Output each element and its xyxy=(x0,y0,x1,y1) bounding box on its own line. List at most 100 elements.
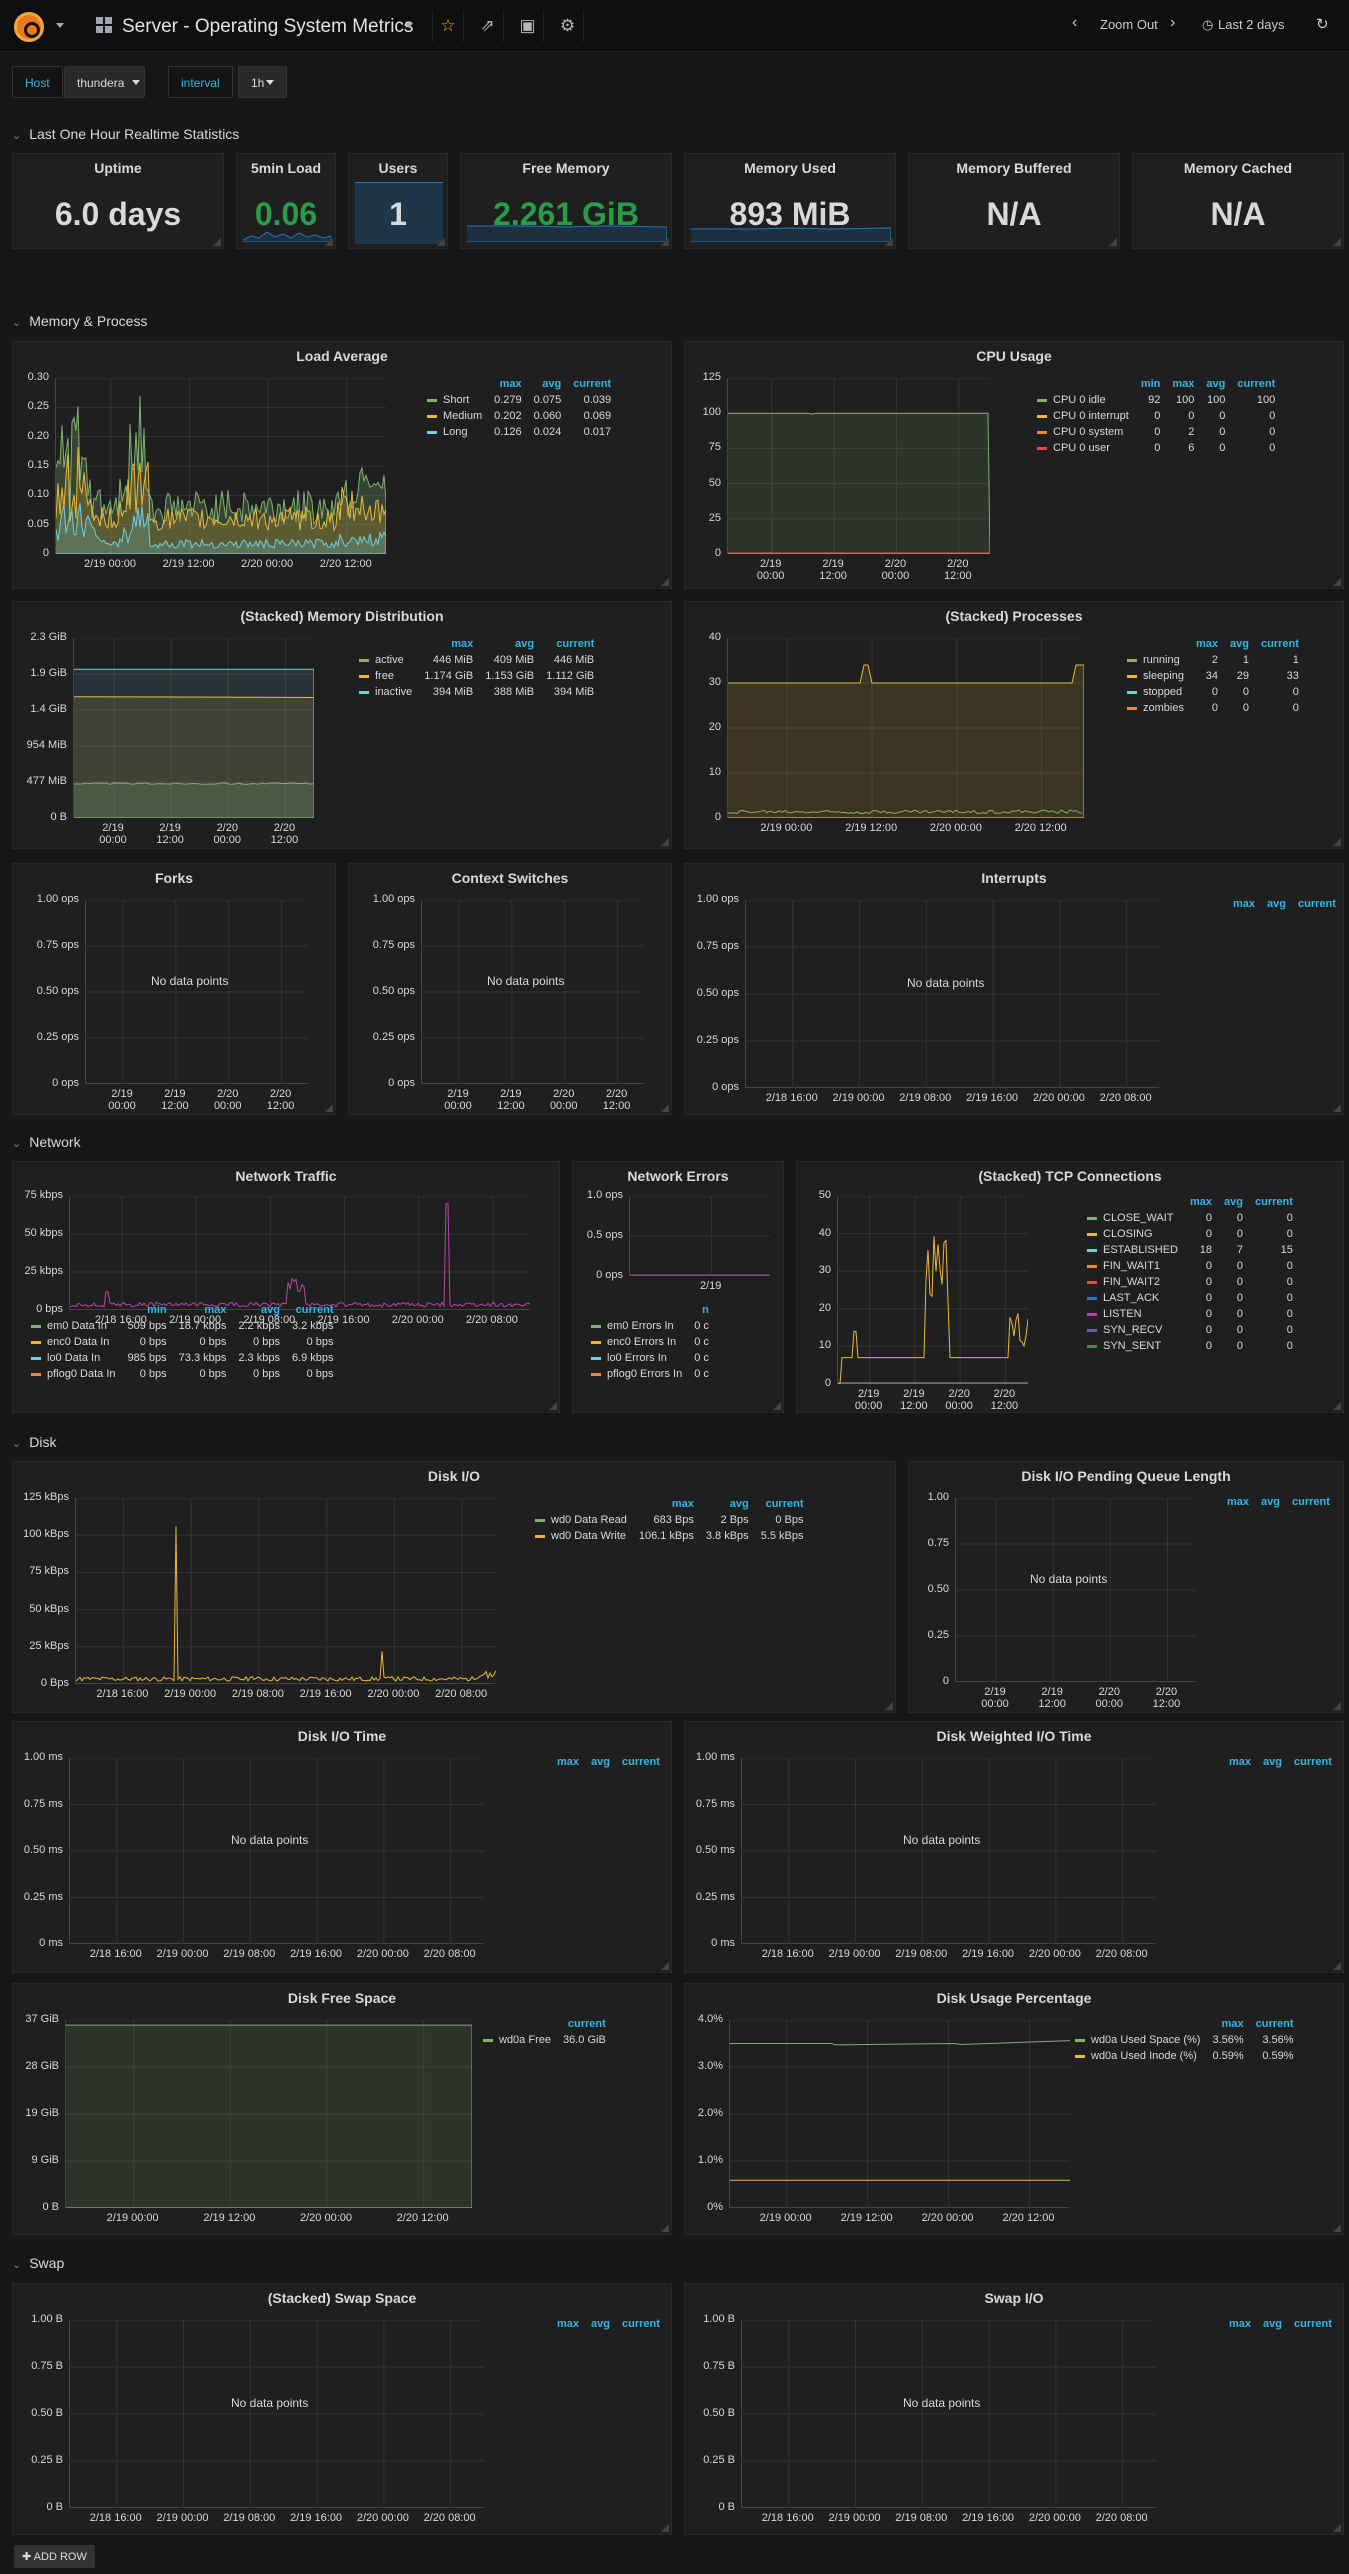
legend-series-name[interactable]: FIN_WAIT2 xyxy=(1081,1274,1184,1290)
legend-row[interactable]: zombies 0 0 0 xyxy=(1121,700,1305,716)
chevron-down-icon[interactable] xyxy=(132,80,140,85)
legend-header-n[interactable]: n xyxy=(702,1304,709,1316)
graph-panel-disk-free[interactable]: Disk Free Space 37 GiB 28 GiB 19 GiB 9 GiB 0 … xyxy=(12,1983,672,2235)
legend-series-name[interactable]: inactive xyxy=(353,684,418,700)
graph-panel-swap-space[interactable]: (Stacked) Swap Space 1.00 B 0.75 B 0.50 B 0.… xyxy=(12,2283,672,2535)
legend-row[interactable]: CLOSE_WAIT 0 0 0 xyxy=(1081,1210,1299,1226)
legend-header-max[interactable]: max xyxy=(1221,2018,1244,2030)
legend-row[interactable]: wd0 Data Write 106.1 kBps 3.8 kBps 5.5 kBps xyxy=(529,1528,810,1544)
legend-row[interactable]: Long 0.126 0.024 0.017 xyxy=(421,424,617,440)
graph-panel-disk-pct[interactable]: Disk Usage Percentage 4.0% 3.0% 2.0% 1.0% 0% 2… xyxy=(684,1983,1344,2235)
legend-series-name[interactable]: sleeping xyxy=(1121,668,1190,684)
star-icon[interactable]: ☆ xyxy=(432,10,464,42)
legend-series-name[interactable]: enc0 Data In xyxy=(25,1334,122,1350)
resize-handle-icon[interactable] xyxy=(1109,238,1117,246)
resize-handle-icon[interactable] xyxy=(773,1402,781,1410)
legend-header-max[interactable]: max xyxy=(1227,1496,1250,1508)
legend-series-name[interactable]: zombies xyxy=(1121,700,1190,716)
time-range-picker[interactable]: Last 2 days xyxy=(1218,17,1285,32)
legend-row[interactable]: LAST_ACK 0 0 0 xyxy=(1081,1290,1299,1306)
resize-handle-icon[interactable] xyxy=(213,238,221,246)
legend-series-name[interactable]: lo0 Data In xyxy=(25,1350,122,1366)
graph-panel-context[interactable]: Context Switches 1.00 ops 0.75 ops 0.50 ops… xyxy=(348,863,672,1115)
resize-handle-icon[interactable] xyxy=(1333,1104,1341,1112)
stat-panel-5min-load[interactable]: 5min Load 0.06 xyxy=(236,153,336,249)
legend-series-name[interactable]: CPU 0 user xyxy=(1031,440,1135,456)
legend-header-max[interactable]: max xyxy=(557,1756,580,1768)
resize-handle-icon[interactable] xyxy=(1333,238,1341,246)
resize-handle-icon[interactable] xyxy=(1333,2224,1341,2232)
legend-header-avg[interactable]: avg xyxy=(1267,898,1286,910)
legend-series-name[interactable]: active xyxy=(353,652,418,668)
resize-handle-icon[interactable] xyxy=(661,238,669,246)
resize-handle-icon[interactable] xyxy=(1333,838,1341,846)
resize-handle-icon[interactable] xyxy=(1333,2524,1341,2532)
legend-row[interactable]: sleeping 34 29 33 xyxy=(1121,668,1305,684)
legend-series-name[interactable]: pflog0 Data In xyxy=(25,1366,122,1382)
legend-row[interactable]: SYN_RECV 0 0 0 xyxy=(1081,1322,1299,1338)
resize-handle-icon[interactable] xyxy=(1333,578,1341,586)
legend-header-min[interactable]: min xyxy=(147,1304,167,1316)
chevron-down-icon[interactable]: ⌄ xyxy=(12,1138,22,1150)
legend-series-name[interactable]: stopped xyxy=(1121,684,1190,700)
chevron-down-icon[interactable]: ⌄ xyxy=(12,317,22,329)
chevron-down-icon[interactable] xyxy=(56,23,64,28)
gear-icon[interactable]: ⚙ xyxy=(552,10,584,42)
legend-series-name[interactable]: LAST_ACK xyxy=(1081,1290,1184,1306)
legend-header-current[interactable]: current xyxy=(1260,638,1299,650)
legend-header-avg[interactable]: avg xyxy=(1206,378,1226,390)
legend-header-current[interactable]: current xyxy=(1294,2318,1332,2330)
legend-series-name[interactable]: pflog0 Errors In xyxy=(585,1366,688,1382)
legend-series-name[interactable]: wd0 Data Read xyxy=(529,1512,633,1528)
legend-header-max[interactable]: max xyxy=(1195,638,1219,650)
legend-row[interactable]: wd0a Free 36.0 GiB xyxy=(477,2032,612,2048)
legend-series-name[interactable]: SYN_SENT xyxy=(1081,1338,1184,1354)
legend-series-name[interactable]: wd0a Free xyxy=(477,2032,557,2048)
chevron-down-icon[interactable]: ⌄ xyxy=(12,2259,22,2271)
interval-variable-select[interactable]: 1h xyxy=(238,66,288,98)
graph-panel-memory-dist[interactable]: (Stacked) Memory Distribution 2.3 GiB 1.9 … xyxy=(12,601,672,849)
legend-series-name[interactable]: FIN_WAIT1 xyxy=(1081,1258,1184,1274)
resize-handle-icon[interactable] xyxy=(437,238,445,246)
resize-handle-icon[interactable] xyxy=(661,578,669,586)
legend-row[interactable]: FIN_WAIT1 0 0 0 xyxy=(1081,1258,1299,1274)
legend-row[interactable]: SYN_SENT 0 0 0 xyxy=(1081,1338,1299,1354)
legend-series-name[interactable]: running xyxy=(1121,652,1190,668)
resize-handle-icon[interactable] xyxy=(1333,1962,1341,1970)
resize-handle-icon[interactable] xyxy=(661,838,669,846)
row-network[interactable]: ⌄ Network xyxy=(12,1134,81,1150)
legend-series-name[interactable]: CPU 0 system xyxy=(1031,424,1135,440)
legend-row[interactable]: stopped 0 0 0 xyxy=(1121,684,1305,700)
resize-handle-icon[interactable] xyxy=(661,2524,669,2532)
legend-series-name[interactable]: LISTEN xyxy=(1081,1306,1184,1322)
legend-header-current[interactable]: current xyxy=(622,2318,660,2330)
stat-panel-users[interactable]: Users 1 xyxy=(348,153,448,249)
legend-header-current[interactable]: current xyxy=(1294,1756,1332,1768)
legend-row[interactable]: CLOSING 0 0 0 xyxy=(1081,1226,1299,1242)
row-disk[interactable]: ⌄ Disk xyxy=(12,1434,57,1450)
legend-row[interactable]: pflog0 Errors In 0 c xyxy=(585,1366,715,1382)
legend-series-name[interactable]: SYN_RECV xyxy=(1081,1322,1184,1338)
graph-panel-disk-wtime[interactable]: Disk Weighted I/O Time 1.00 ms 0.75 ms 0.50… xyxy=(684,1721,1344,1973)
legend-header-avg[interactable]: avg xyxy=(729,1498,749,1510)
legend-row[interactable]: LISTEN 0 0 0 xyxy=(1081,1306,1299,1322)
legend-header-current[interactable]: current xyxy=(765,1498,804,1510)
legend-header-current[interactable]: current xyxy=(1255,2018,1294,2030)
graph-panel-swap-io[interactable]: Swap I/O 1.00 B 0.75 B 0.50 B 0.25 B 0 B 2/18 … xyxy=(684,2283,1344,2535)
legend-header-current[interactable]: current xyxy=(573,378,612,390)
legend-header-avg[interactable]: avg xyxy=(1263,2318,1282,2330)
legend-row[interactable]: em0 Errors In 0 c xyxy=(585,1318,715,1334)
legend-row[interactable]: free 1.174 GiB 1.153 GiB 1.112 GiB xyxy=(353,668,600,684)
row-memory-process[interactable]: ⌄ Memory & Process xyxy=(12,313,148,329)
stat-panel-uptime[interactable]: Uptime 6.0 days xyxy=(12,153,224,249)
resize-handle-icon[interactable] xyxy=(325,1104,333,1112)
chevron-down-icon[interactable] xyxy=(405,23,413,28)
legend-row[interactable]: running 2 1 1 xyxy=(1121,652,1305,668)
legend-row[interactable]: inactive 394 MiB 388 MiB 394 MiB xyxy=(353,684,600,700)
graph-panel-tcp[interactable]: (Stacked) TCP Connections 50 40 30 20 10 0 2/19… xyxy=(796,1161,1344,1413)
legend-header-avg[interactable]: avg xyxy=(591,2318,610,2330)
stat-panel-memory-cached[interactable]: Memory Cached N/A xyxy=(1132,153,1344,249)
resize-handle-icon[interactable] xyxy=(885,238,893,246)
legend-row[interactable]: CPU 0 user 0 6 0 0 xyxy=(1031,440,1281,456)
legend-series-name[interactable]: enc0 Errors In xyxy=(585,1334,688,1350)
